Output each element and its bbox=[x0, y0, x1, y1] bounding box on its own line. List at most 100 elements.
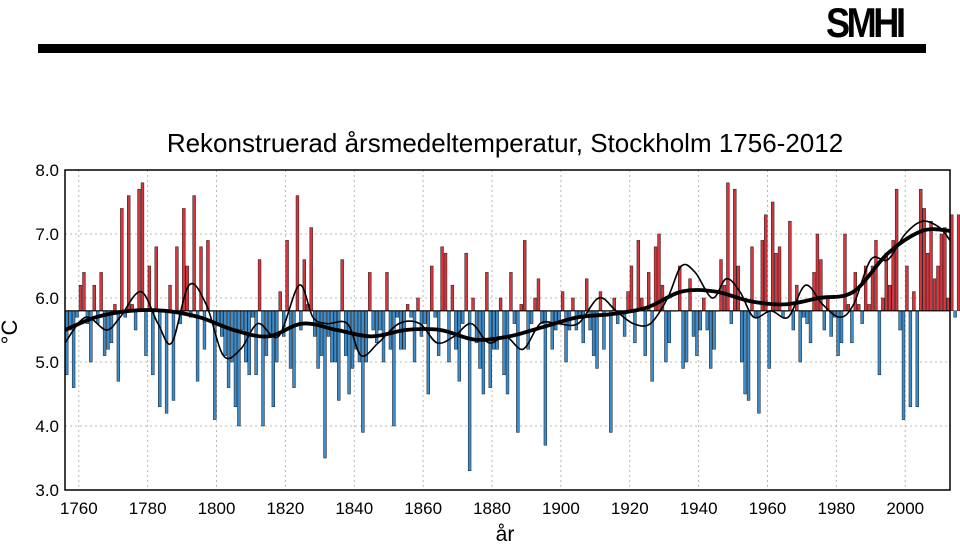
bar-1956 bbox=[753, 310, 758, 318]
bar-1907 bbox=[585, 278, 589, 312]
bar-1776 bbox=[133, 310, 138, 331]
bar-1882 bbox=[498, 297, 503, 312]
bar-1942 bbox=[705, 310, 709, 331]
bar-1885 bbox=[509, 272, 513, 312]
bar-1944 bbox=[712, 310, 716, 350]
bar-2000 bbox=[905, 265, 909, 312]
bar-1829 bbox=[316, 310, 320, 369]
bar-1987 bbox=[860, 310, 864, 324]
bar-1857 bbox=[412, 310, 417, 363]
y-tick-label-5: 8.0 bbox=[35, 161, 59, 180]
bar-1948 bbox=[726, 182, 730, 312]
bar-1909 bbox=[591, 310, 596, 356]
bar-1895 bbox=[543, 310, 548, 446]
bar-1998 bbox=[898, 310, 902, 331]
smoothed-lines bbox=[64, 220, 951, 360]
bar-1989 bbox=[867, 304, 871, 312]
bar-1970 bbox=[801, 310, 806, 318]
bar-2001 bbox=[908, 310, 913, 408]
x-tick-label-2000: 2000 bbox=[886, 499, 924, 518]
bar-1924 bbox=[643, 310, 647, 356]
bar-1993 bbox=[881, 297, 885, 312]
bar-1934 bbox=[678, 265, 682, 312]
bar-1764 bbox=[92, 284, 96, 312]
y-tick-label-4: 7.0 bbox=[35, 225, 59, 244]
bar-1849 bbox=[385, 272, 389, 312]
bar-2002 bbox=[912, 291, 916, 312]
bar-1835 bbox=[337, 310, 341, 401]
bar-1914 bbox=[609, 310, 613, 433]
bar-1930 bbox=[664, 310, 668, 363]
bar-1770 bbox=[113, 304, 117, 312]
bar-1842 bbox=[361, 310, 365, 433]
bar-1883 bbox=[502, 310, 506, 376]
bar-1999 bbox=[901, 310, 906, 420]
bar-1794 bbox=[195, 310, 200, 382]
x-tick-label-1820: 1820 bbox=[266, 499, 304, 518]
bar-1806 bbox=[237, 310, 241, 427]
bar-1937 bbox=[688, 278, 692, 312]
bar-1889 bbox=[523, 240, 527, 312]
y-axis-label: °C bbox=[0, 320, 22, 345]
bar-1953 bbox=[743, 310, 747, 395]
bar-1831 bbox=[323, 310, 327, 459]
bar-1939 bbox=[695, 310, 699, 356]
bar-1805 bbox=[233, 310, 238, 408]
bar-1823 bbox=[295, 195, 300, 312]
bar-1962 bbox=[774, 252, 778, 312]
bar-1758 bbox=[71, 310, 76, 388]
bar-1928 bbox=[657, 233, 661, 312]
x-tick-labels: 1760 1780 1800 1820 1840 1860 1880 1900 1920 1940… bbox=[60, 499, 924, 518]
bar-1782 bbox=[154, 246, 158, 312]
bar-1957 bbox=[757, 310, 761, 414]
bar-1834 bbox=[333, 310, 337, 363]
plot-frame bbox=[64, 169, 951, 491]
bar-2007 bbox=[929, 220, 933, 312]
chart-title: Rekonstruerad årsmedeltemperatur, Stockh… bbox=[167, 128, 843, 158]
bar-1940 bbox=[698, 310, 703, 331]
x-tick-label-1800: 1800 bbox=[198, 499, 236, 518]
bar-1811 bbox=[254, 310, 258, 376]
bar-1824 bbox=[299, 310, 303, 331]
bar-1972 bbox=[808, 310, 813, 344]
bar-1959 bbox=[764, 214, 768, 312]
bar-1971 bbox=[805, 310, 809, 324]
bar-1897 bbox=[550, 310, 554, 350]
bar-1862 bbox=[430, 265, 434, 312]
bar-1856 bbox=[409, 310, 413, 318]
bar-1952 bbox=[739, 310, 744, 363]
y-tick-label-3: 6.0 bbox=[35, 289, 59, 308]
x-tick-label-1840: 1840 bbox=[335, 499, 373, 518]
bar-1858 bbox=[416, 297, 420, 312]
bar-1947 bbox=[722, 284, 727, 312]
bar-1825 bbox=[302, 259, 307, 312]
bar-1960 bbox=[767, 310, 771, 369]
bar-1852 bbox=[395, 310, 399, 318]
bar-1873 bbox=[467, 310, 472, 472]
bar-2005 bbox=[922, 208, 926, 312]
bar-2008 bbox=[932, 278, 937, 312]
bar-1814 bbox=[264, 310, 269, 356]
bar-1861 bbox=[426, 310, 430, 395]
bar-1844 bbox=[368, 272, 372, 312]
bar-1774 bbox=[127, 195, 131, 312]
bar-2011 bbox=[943, 227, 947, 312]
bar-1891 bbox=[529, 310, 534, 324]
bar-1847 bbox=[378, 310, 382, 331]
bar-1964 bbox=[781, 310, 785, 318]
bar-1870 bbox=[457, 310, 461, 382]
bar-1797 bbox=[206, 240, 210, 312]
bar-1954 bbox=[746, 310, 751, 401]
x-tick-label-1880: 1880 bbox=[473, 499, 511, 518]
bar-1863 bbox=[433, 310, 437, 318]
bar-2006 bbox=[925, 252, 930, 312]
bar-1918 bbox=[622, 310, 627, 337]
bar-1766 bbox=[99, 272, 103, 312]
y-tick-labels: 3.0 4.0 5.0 6.0 7.0 8.0 bbox=[35, 161, 59, 500]
bar-1994 bbox=[884, 252, 888, 312]
bar-1881 bbox=[495, 310, 499, 350]
bar-2009 bbox=[936, 265, 940, 312]
bar-1921 bbox=[633, 310, 637, 344]
bar-1935 bbox=[681, 310, 685, 369]
